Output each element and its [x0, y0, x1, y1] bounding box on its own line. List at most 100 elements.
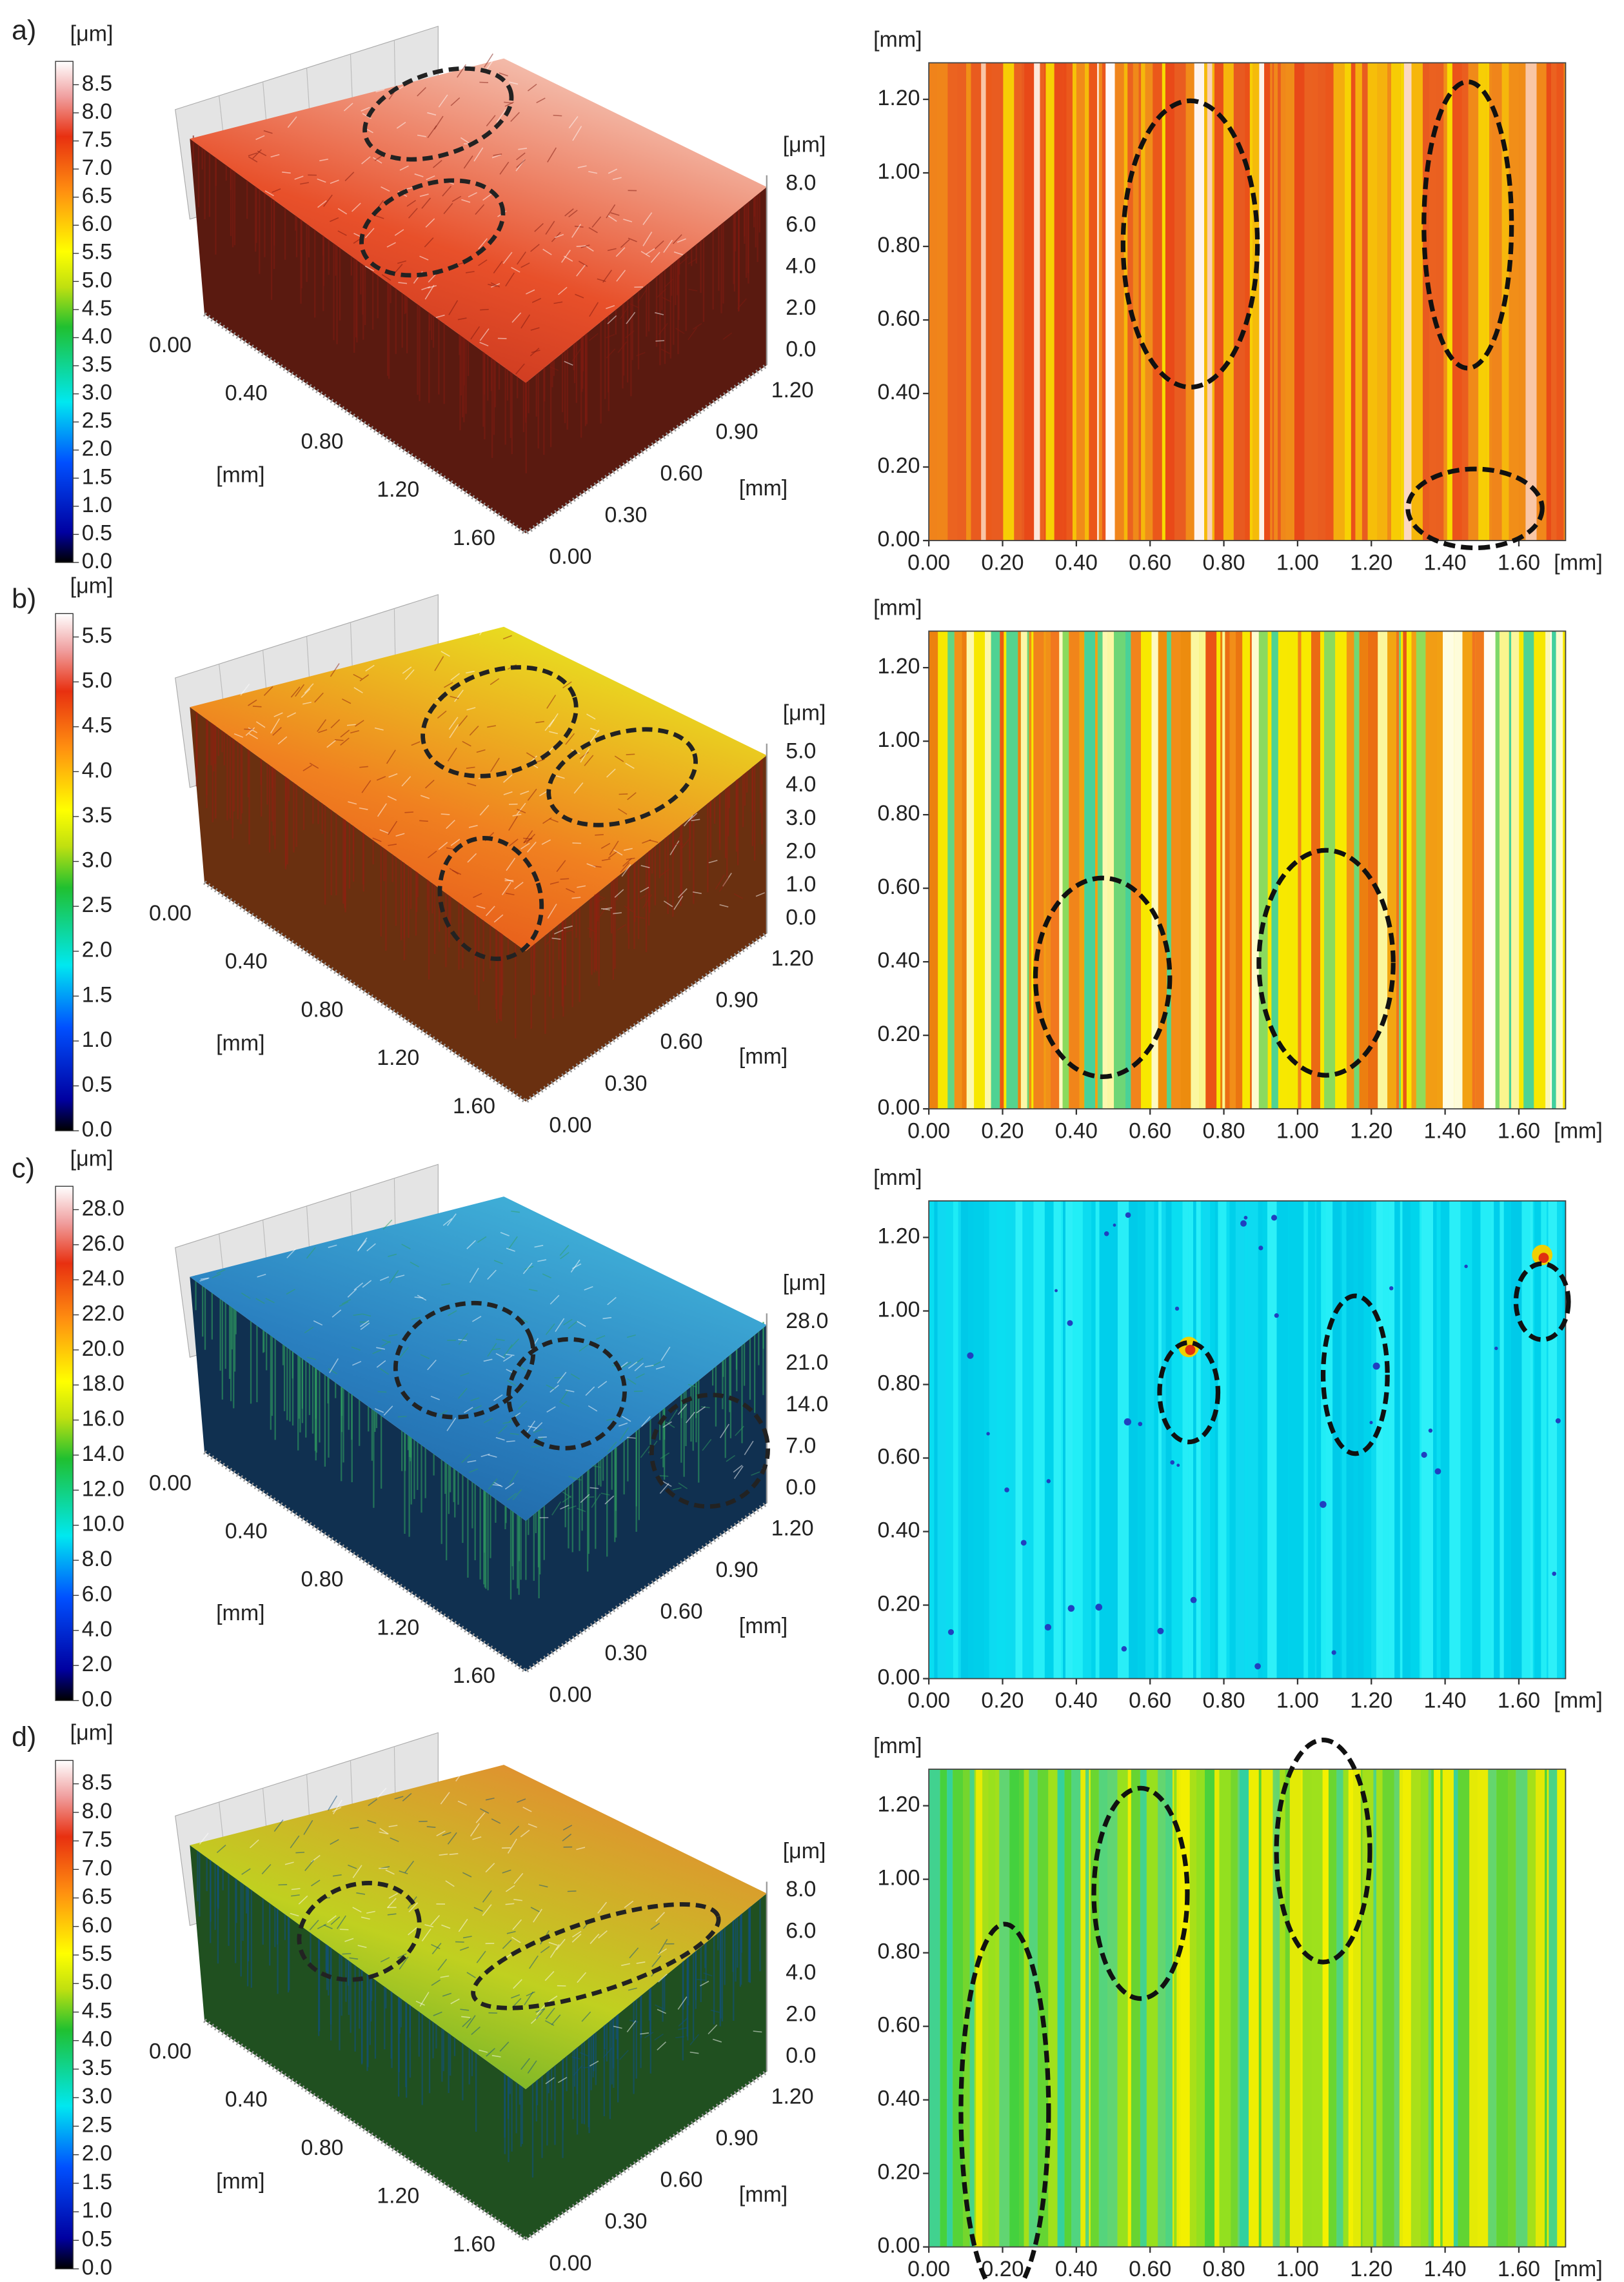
map-x-tick-label: 1.60: [1498, 550, 1540, 575]
surface-texture: [349, 1957, 359, 1960]
surface-texture: [550, 1295, 560, 1305]
surface-texture: [441, 1924, 451, 1929]
map-x-tick-label: 0.60: [1129, 1118, 1171, 1143]
surface-texture: [461, 2016, 470, 2018]
surface-texture: [450, 838, 460, 846]
surface-texture: [431, 1944, 441, 1950]
surface-texture: [522, 1262, 533, 1275]
surface-texture: [355, 720, 364, 727]
map-stripe: [946, 1200, 953, 1679]
map-stripe: [1020, 631, 1027, 1109]
surface-texture: [490, 678, 500, 686]
surface-texture: [506, 1247, 515, 1252]
map-stripe: [1057, 1769, 1065, 2247]
surface-texture: [366, 1910, 375, 1914]
map-stripe: [1492, 63, 1502, 541]
surface-texture: [697, 1979, 706, 1981]
map-stripe: [1253, 63, 1260, 541]
surface-texture: [395, 833, 405, 837]
surface-texture: [641, 1416, 651, 1427]
map-dot: [967, 1352, 974, 1359]
map-stripe: [1367, 63, 1378, 541]
map-stripe: [1557, 1769, 1565, 2247]
colorbar-tick-label: 1.5: [82, 2170, 112, 2194]
y-tick-label: 0.60: [660, 1600, 703, 1624]
surface-texture: [577, 1972, 587, 1983]
y-tick-label: 0.90: [716, 1558, 758, 1582]
surface-texture: [530, 327, 540, 331]
x-tick-label: 0.00: [149, 2039, 192, 2063]
colorbar-tick-label: 2.0: [82, 2141, 112, 2166]
surface-texture: [304, 1326, 314, 1334]
surface-texture: [568, 116, 579, 129]
map-dot: [1243, 1215, 1248, 1220]
map-stripe: [1214, 1200, 1218, 1679]
map-stripe: [1301, 631, 1303, 1109]
map-stripe: [1453, 1769, 1458, 2247]
map-stripe: [1490, 1200, 1494, 1679]
surface-texture: [449, 724, 459, 739]
surface-texture: [343, 103, 353, 112]
surface-texture: [486, 2048, 495, 2057]
surface-texture: [517, 808, 526, 814]
surface-texture: [248, 156, 258, 163]
surface-texture: [263, 686, 273, 697]
surface-texture: [303, 1820, 313, 1835]
map-dot: [1274, 1313, 1279, 1318]
map-stripe: [1469, 1769, 1478, 2247]
map-x-tick-label: 0.80: [1202, 1689, 1245, 1713]
map-stripe: [1141, 63, 1145, 541]
surface-texture: [516, 802, 526, 815]
map-stripe: [974, 631, 985, 1109]
map-y-unit: [mm]: [873, 1166, 922, 1190]
surface-texture: [411, 741, 421, 746]
y-tick-label: 0.00: [549, 2251, 591, 2276]
surface-texture: [291, 1888, 301, 1890]
colorbar-tick-label: 24.0: [82, 1266, 124, 1291]
surface-texture: [485, 1797, 495, 1801]
map-stripe: [982, 1769, 989, 2247]
surface-texture: [580, 244, 590, 248]
surface-texture: [610, 212, 620, 216]
map-stripe: [968, 1200, 974, 1679]
colorbar-unit: [μm]: [70, 574, 114, 599]
surface-texture: [577, 165, 587, 168]
surface-texture: [640, 250, 651, 257]
surface-texture: [330, 1916, 341, 1925]
map-stripe: [1461, 63, 1469, 541]
surface-texture: [535, 720, 545, 724]
colorbar-tick-label: 10.0: [82, 1512, 124, 1536]
map-x-tick-label: 0.80: [1202, 2257, 1245, 2281]
surface-texture: [367, 1820, 377, 1824]
map-y-tick-label: 0.00: [877, 1665, 920, 1690]
surface-texture: [708, 860, 718, 864]
surface-texture: [491, 154, 501, 159]
surface-texture: [589, 302, 599, 317]
colorbar-tick-label: 3.0: [82, 381, 112, 405]
map-y-tick-label: 0.60: [877, 875, 920, 899]
map-stripe: [1342, 1200, 1347, 1679]
map-stripe: [1258, 1200, 1263, 1679]
map-y-tick-label: 0.20: [877, 1022, 920, 1046]
map-dot: [1020, 1540, 1027, 1546]
map-stripe: [1196, 1769, 1205, 2247]
highlight-ellipse: [958, 1921, 1051, 2282]
highlight-ellipse: [649, 1393, 771, 1509]
map-dot: [1055, 1289, 1058, 1293]
surface-texture: [478, 238, 488, 250]
map-stripe: [1316, 1200, 1322, 1679]
map-stripe: [1114, 63, 1124, 541]
surface-texture: [737, 298, 747, 310]
map-stripe: [1302, 1769, 1312, 2247]
surface-texture: [662, 1421, 672, 1428]
x-tick-label: 1.20: [377, 1615, 419, 1640]
surface-texture: [290, 1912, 299, 1917]
map-y-unit: [mm]: [873, 595, 922, 620]
map-stripe: [1436, 631, 1443, 1109]
surface-texture: [637, 289, 648, 303]
map-stripe: [1399, 631, 1401, 1109]
map-stripe: [1219, 1200, 1227, 1679]
surface-texture: [505, 272, 515, 287]
surface-texture: [270, 154, 280, 158]
map-stripe: [1480, 1200, 1490, 1679]
